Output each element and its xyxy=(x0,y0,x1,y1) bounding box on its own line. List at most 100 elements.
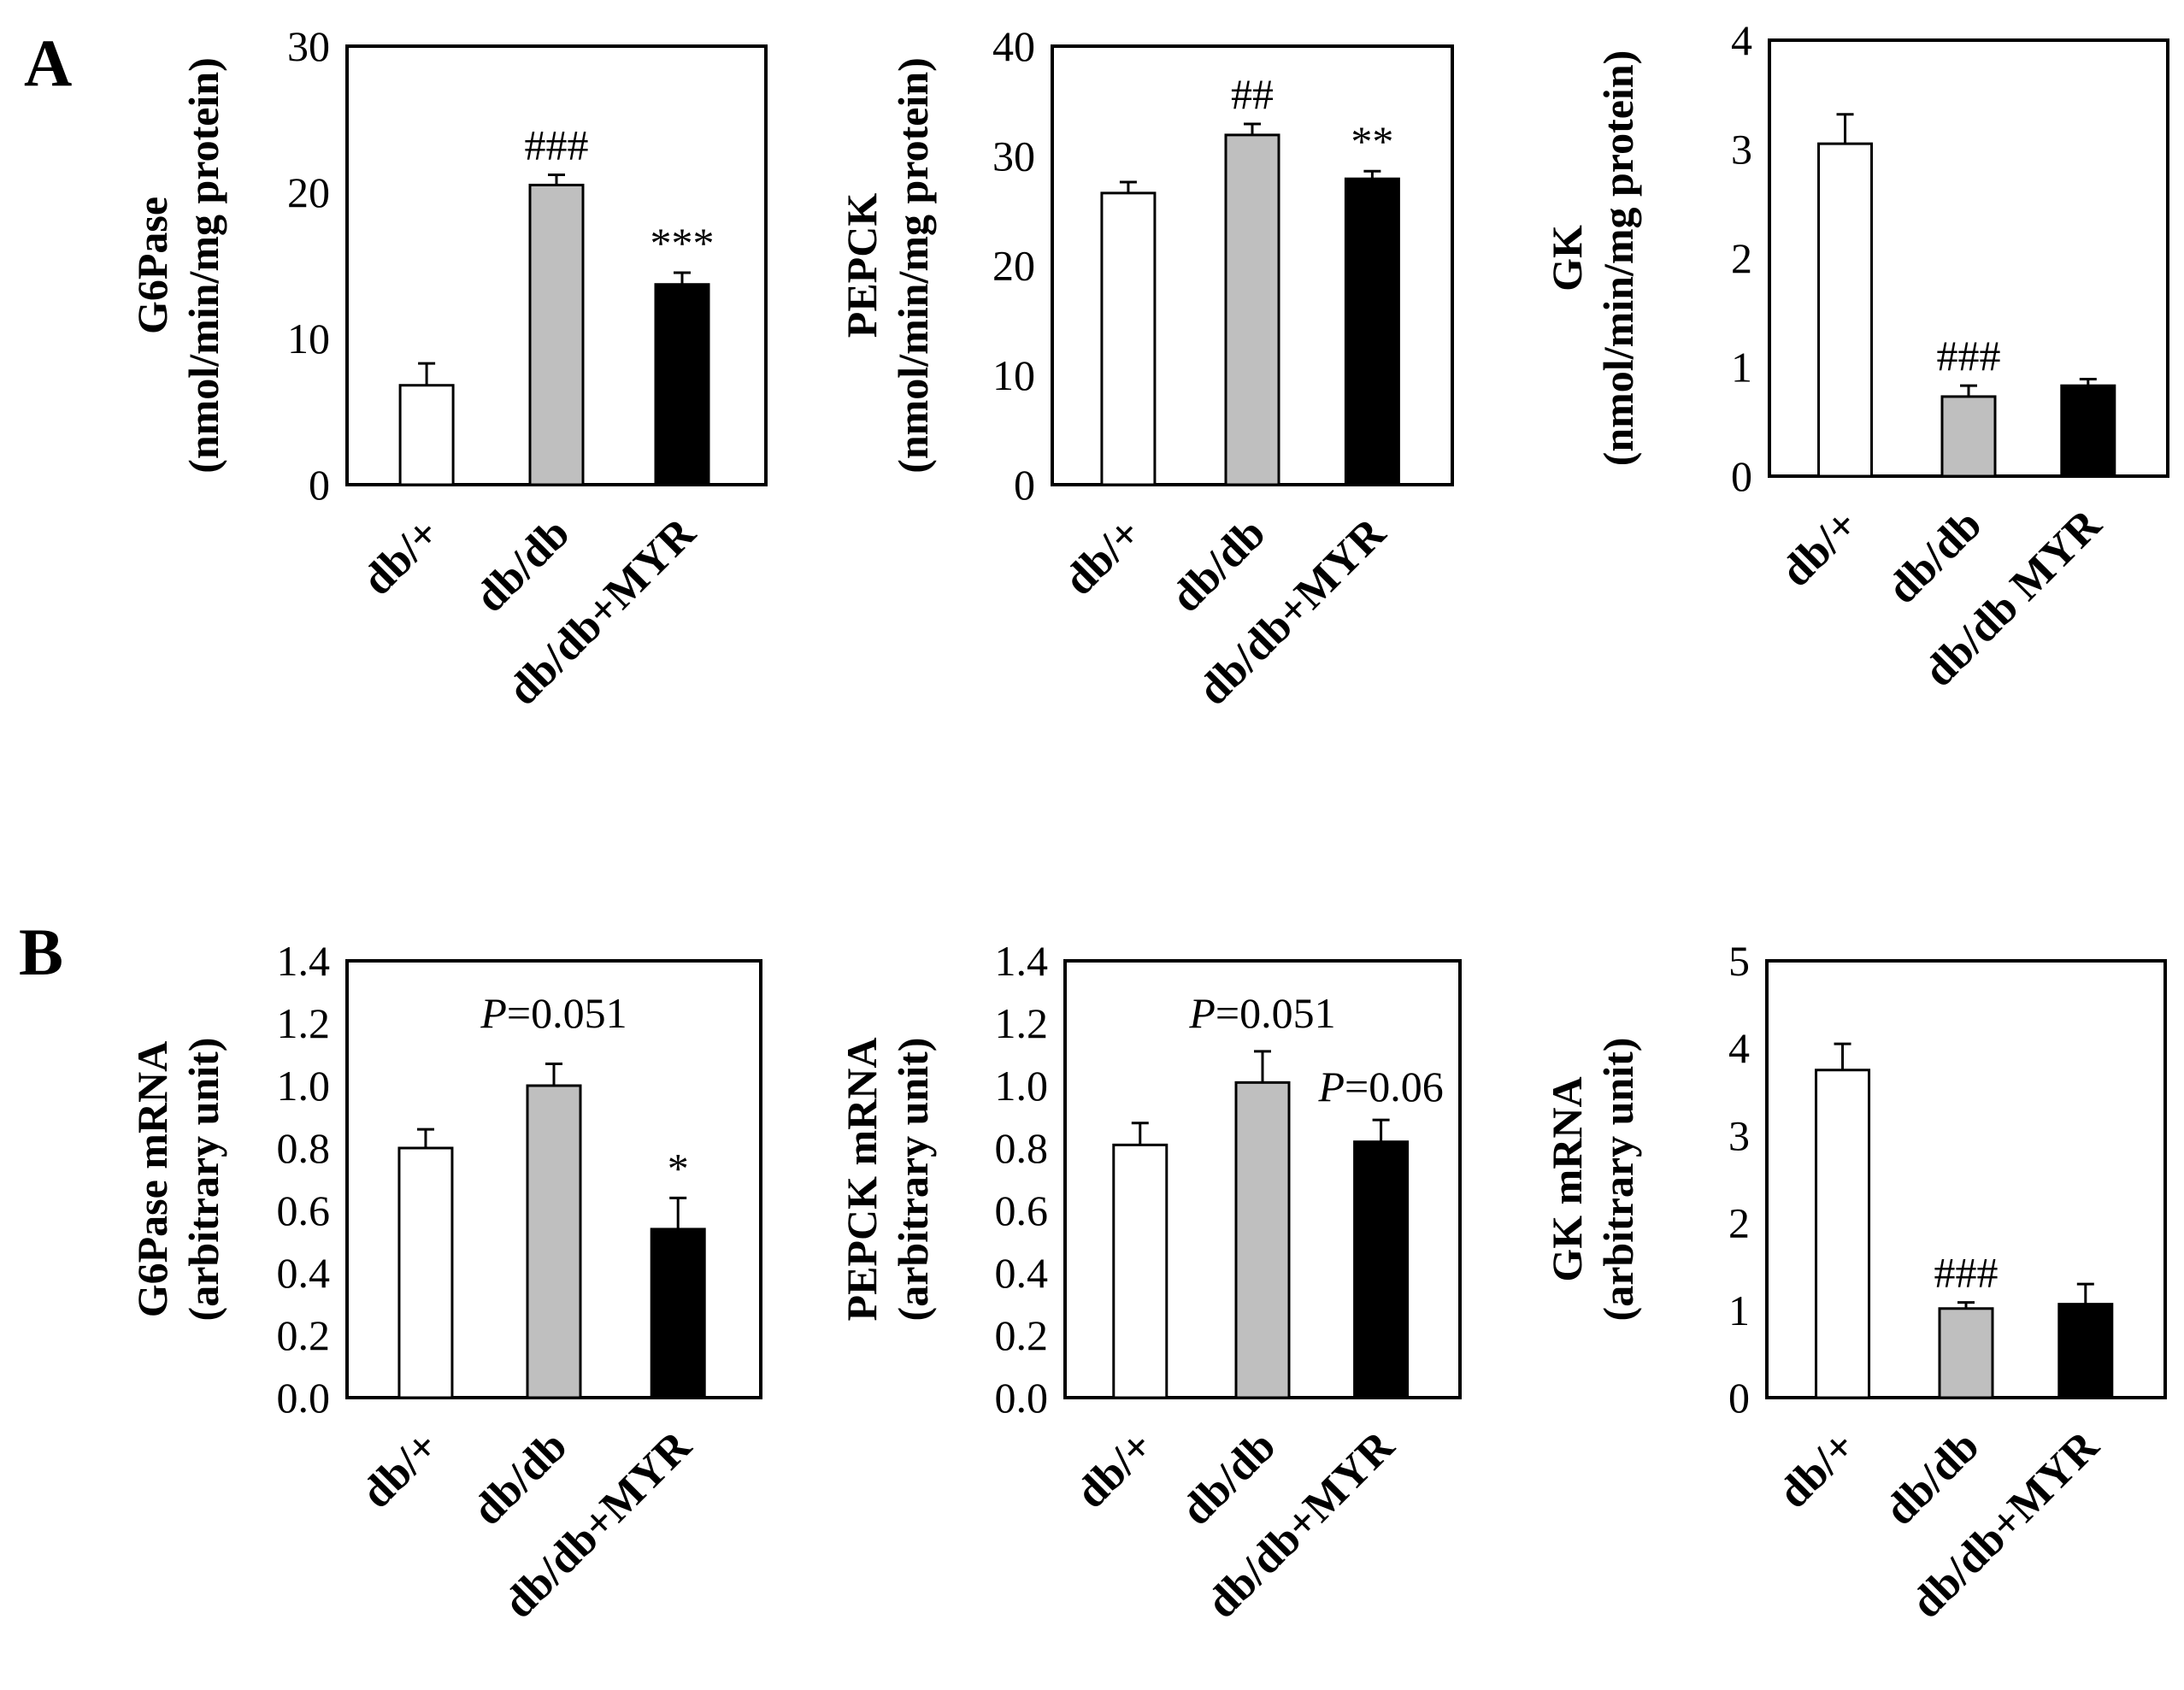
chart-b1: 0.0 0.2 0.4 0.6 0.8 1.0 1.2 1.4 G6Pase mRNA (arbi… xyxy=(128,937,762,1628)
y-tick-label: 4 xyxy=(1728,1024,1750,1072)
y-tick-label: 0.2 xyxy=(995,1311,1049,1359)
y-axis-title: PEPCK mRNA xyxy=(838,1038,886,1322)
x-category-label: db/+ xyxy=(352,1422,448,1517)
significance-mark: *** xyxy=(650,219,715,267)
x-category-label: db/+ xyxy=(1067,1422,1163,1517)
y-tick-label: 30 xyxy=(287,22,330,70)
p-symbol: P xyxy=(1317,1063,1345,1110)
chart-b3: 0 1 2 3 4 5 GK mRNA (arbitrary unit) db/+ ### db/d… xyxy=(1543,937,2167,1628)
y-tick-label: 1 xyxy=(1731,344,1752,392)
y-tick-label: 0.0 xyxy=(277,1374,331,1422)
y-axis-unit: (arbitrary unit) xyxy=(889,1038,937,1322)
x-category-label: db/db xyxy=(1162,509,1274,621)
significance-mark: ### xyxy=(525,121,589,168)
y-axis-unit: (nmol/min/mg protein) xyxy=(1594,50,1642,467)
p-value-annotation: P=0.051 xyxy=(1188,989,1335,1037)
x-category-label: db/db xyxy=(463,1422,576,1534)
y-axis-unit: (arbitrary unit) xyxy=(1594,1038,1642,1322)
y-tick-label: 2 xyxy=(1731,234,1752,282)
y-tick-label: 0.0 xyxy=(995,1374,1049,1422)
significance-mark: ### xyxy=(1934,1249,1999,1297)
bar-db-db xyxy=(1224,133,1280,486)
y-tick-label: 1 xyxy=(1728,1287,1750,1334)
y-tick-label: 20 xyxy=(287,168,330,216)
y-tick-label: 40 xyxy=(992,22,1035,70)
y-tick-label: 30 xyxy=(992,132,1035,180)
y-tick-label: 3 xyxy=(1731,126,1752,174)
y-tick-label: 3 xyxy=(1728,1111,1750,1159)
y-tick-label: 10 xyxy=(992,351,1035,399)
y-axis-unit: (nmol/min/mg protein) xyxy=(180,57,227,474)
bar-db-db-myr xyxy=(2057,1303,2114,1399)
y-tick-label: 1.0 xyxy=(995,1062,1049,1110)
y-tick-label: 0.6 xyxy=(277,1187,331,1234)
p-symbol: P xyxy=(480,989,507,1037)
bar-db xyxy=(397,1146,454,1399)
y-axis-unit: (nmol/min/mg protein) xyxy=(889,57,937,474)
y-tick-label: 1.0 xyxy=(277,1062,331,1110)
x-category-label: db/db xyxy=(1878,500,1991,613)
bar-db-db xyxy=(1938,1307,1994,1399)
p-value-annotation: P=0.051 xyxy=(480,989,627,1037)
y-tick-label: 1.4 xyxy=(277,937,331,985)
y-tick-label: 5 xyxy=(1728,937,1750,985)
bar-db-db xyxy=(1940,395,1997,478)
y-tick-label: 1.2 xyxy=(995,999,1049,1047)
y-tick-label: 20 xyxy=(992,242,1035,290)
y-tick-label: 0 xyxy=(1731,452,1752,500)
y-axis-title: PEPCK xyxy=(838,193,886,339)
bar-db-db xyxy=(526,1084,582,1399)
chart-b2: 0.0 0.2 0.4 0.6 0.8 1.0 1.2 1.4 PEPCK mRNA (arbit… xyxy=(838,937,1462,1628)
panel-label-b: B xyxy=(19,915,63,989)
panel-label-a: A xyxy=(24,26,72,100)
significance-mark: * xyxy=(668,1144,689,1192)
significance-mark: ** xyxy=(1351,117,1393,165)
bar-db xyxy=(1815,1069,1871,1399)
p-value-annotation: P=0.06 xyxy=(1317,1063,1443,1110)
x-category-label: db/+ xyxy=(1769,1422,1865,1517)
chart-a2: 0 10 20 30 40 PEPCK (nmol/min/mg protein) db/+ #… xyxy=(838,22,1454,715)
y-tick-label: 0.8 xyxy=(277,1124,331,1172)
bar-db-db xyxy=(528,183,585,486)
bar-db-db-myr xyxy=(650,1228,706,1399)
x-category-label: db/+ xyxy=(353,509,449,604)
y-tick-label: 10 xyxy=(287,315,330,362)
bar-db xyxy=(1817,142,1874,478)
y-tick-label: 4 xyxy=(1731,16,1752,64)
bar-db xyxy=(1112,1143,1169,1399)
x-category-label: db/+ xyxy=(1055,509,1151,604)
y-tick-label: 0.4 xyxy=(995,1249,1049,1297)
y-axis-title: G6Pase xyxy=(128,197,176,334)
significance-mark: ### xyxy=(1937,332,2001,380)
y-axis-title: G6Pase mRNA xyxy=(128,1041,176,1318)
bar-db-db-myr xyxy=(2060,384,2116,478)
y-tick-label: 0.6 xyxy=(995,1187,1049,1234)
bar-db-db xyxy=(1234,1081,1291,1399)
x-category-label: db/db xyxy=(1875,1422,1988,1534)
bar-db-db-myr xyxy=(1353,1140,1410,1399)
x-category-label: db/db xyxy=(466,509,579,621)
y-tick-label: 0 xyxy=(309,461,330,509)
bar-db-db-myr xyxy=(654,283,710,486)
y-axis-title: GK mRNA xyxy=(1543,1076,1591,1281)
y-tick-label: 0 xyxy=(1014,461,1035,509)
bar-db xyxy=(398,384,455,486)
p-symbol: P xyxy=(1188,989,1216,1037)
chart-a1: 0 10 20 30 G6Pase (nmol/min/mg protein) db/+ ##… xyxy=(128,22,768,715)
bar-db-db-myr xyxy=(1344,177,1400,486)
y-axis-title: GK xyxy=(1543,225,1591,291)
y-axis-unit: (arbitrary unit) xyxy=(180,1038,227,1322)
p-value: =0.06 xyxy=(1345,1063,1444,1110)
significance-mark: ## xyxy=(1231,70,1274,118)
y-tick-label: 0.4 xyxy=(277,1249,331,1297)
bar-db xyxy=(1100,191,1157,486)
y-tick-label: 0.2 xyxy=(277,1311,331,1359)
x-category-label: db/+ xyxy=(1772,500,1868,596)
p-value: =0.051 xyxy=(507,989,627,1037)
y-tick-label: 0 xyxy=(1728,1374,1750,1422)
y-tick-label: 0.8 xyxy=(995,1124,1049,1172)
y-tick-label: 1.2 xyxy=(277,999,331,1047)
y-tick-label: 1.4 xyxy=(995,937,1049,985)
